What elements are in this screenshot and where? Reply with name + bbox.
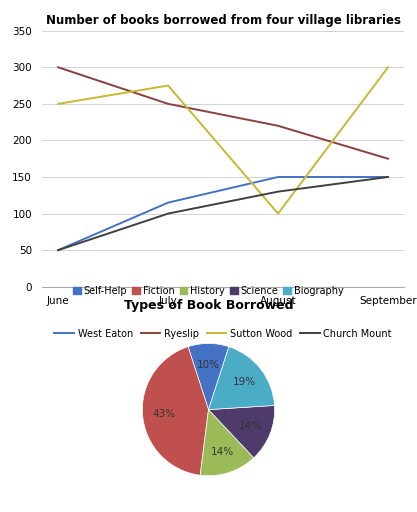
Text: 14%: 14% [211, 447, 234, 457]
Ryeslip [276, 123, 281, 129]
Line: Ryeslip: Ryeslip [58, 67, 388, 159]
Ryeslip [56, 64, 61, 70]
Line: West Eaton: West Eaton [58, 177, 388, 250]
Line: Church Mount: Church Mount [58, 177, 388, 250]
Sutton Wood [385, 64, 390, 70]
Sutton Wood [276, 210, 281, 217]
Sutton Wood [56, 101, 61, 107]
Wedge shape [200, 410, 254, 476]
Sutton Wood [166, 82, 171, 89]
Church Mount [385, 174, 390, 180]
Wedge shape [208, 406, 275, 458]
West Eaton [166, 200, 171, 206]
Text: 10%: 10% [197, 359, 220, 370]
Ryeslip [166, 101, 171, 107]
West Eaton [276, 174, 281, 180]
Wedge shape [188, 344, 229, 410]
Wedge shape [208, 347, 274, 410]
West Eaton [56, 247, 61, 253]
Title: Number of books borrowed from four village libraries: Number of books borrowed from four villa… [45, 14, 401, 27]
Church Mount [56, 247, 61, 253]
Church Mount [276, 188, 281, 195]
Text: 43%: 43% [152, 409, 175, 419]
Wedge shape [142, 347, 208, 475]
Church Mount [166, 210, 171, 217]
Legend: Self-Help, Fiction, History, Science, Biography: Self-Help, Fiction, History, Science, Bi… [69, 282, 348, 300]
Title: Types of Book Borrowed: Types of Book Borrowed [124, 300, 293, 312]
West Eaton [385, 174, 390, 180]
Legend: West Eaton, Ryeslip, Sutton Wood, Church Mount: West Eaton, Ryeslip, Sutton Wood, Church… [50, 325, 396, 343]
Text: 19%: 19% [233, 377, 256, 387]
Ryeslip [385, 156, 390, 162]
Text: 14%: 14% [239, 421, 262, 431]
Line: Sutton Wood: Sutton Wood [58, 67, 388, 214]
